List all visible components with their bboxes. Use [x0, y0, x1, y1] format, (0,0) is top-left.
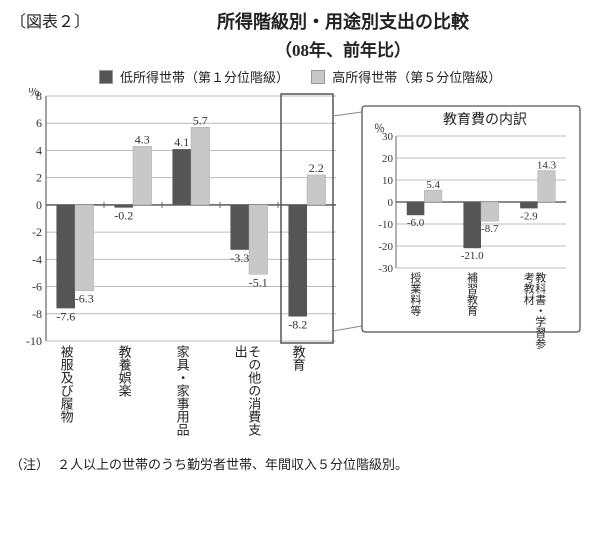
chart-area: -10-8-6-4-202468％-7.6-6.3被服及び履物-0.24.3教養… [10, 88, 588, 448]
svg-text:％: ％ [374, 123, 385, 135]
legend-swatch-low [99, 70, 113, 84]
chart-subtitle: （08年、前年比） [96, 36, 590, 61]
legend-item-low: 低所得世帯（第１分位階級） [99, 67, 289, 86]
figure-label: 〔図表２〕 [10, 8, 90, 32]
svg-text:14.3: 14.3 [537, 160, 557, 172]
inset-chart: 教育費の内訳-30-20-100102030％-6.05.4授業料等-21.0-… [10, 88, 588, 448]
svg-text:教育費の内訳: 教育費の内訳 [443, 112, 527, 128]
footnote-body: ２人以上の世帯のうち勤労者世帯、年間収入５分位階級別。 [57, 454, 408, 473]
svg-text:-30: -30 [378, 263, 393, 275]
legend-label-high: 高所得世帯（第５分位階級） [332, 70, 501, 85]
svg-text:-8.7: -8.7 [481, 223, 499, 235]
legend-swatch-high [311, 70, 325, 84]
footnote-head: （注） [10, 454, 49, 473]
chart-title: 所得階級別・用途別支出の比較 [96, 8, 590, 34]
svg-text:10: 10 [382, 175, 394, 187]
svg-text:-6.0: -6.0 [407, 217, 425, 229]
svg-text:0: 0 [388, 197, 394, 209]
svg-text:5.4: 5.4 [426, 179, 440, 191]
legend: 低所得世帯（第１分位階級） 高所得世帯（第５分位階級） [10, 67, 590, 86]
legend-item-high: 高所得世帯（第５分位階級） [311, 67, 501, 86]
svg-text:-20: -20 [378, 241, 393, 253]
svg-text:-10: -10 [378, 219, 393, 231]
svg-text:20: 20 [382, 153, 394, 165]
svg-text:-2.9: -2.9 [520, 210, 538, 222]
svg-text:-21.0: -21.0 [461, 250, 484, 262]
footnote: （注） ２人以上の世帯のうち勤労者世帯、年間収入５分位階級別。 [10, 454, 590, 473]
header: 〔図表２〕 所得階級別・用途別支出の比較 （08年、前年比） [10, 8, 590, 61]
legend-label-low: 低所得世帯（第１分位階級） [120, 70, 289, 85]
